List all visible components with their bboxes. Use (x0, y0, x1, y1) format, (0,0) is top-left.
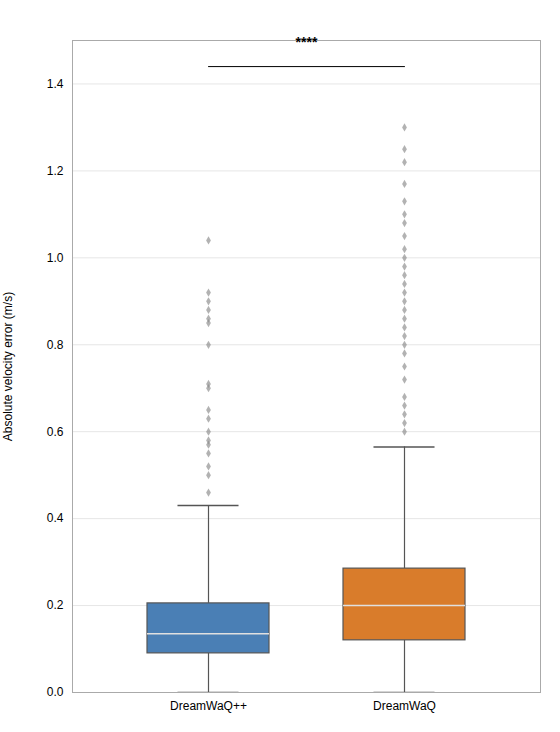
svg-text:1.2: 1.2 (47, 164, 64, 178)
svg-text:Absolute velocity error (m/s): Absolute velocity error (m/s) (1, 292, 15, 441)
svg-text:0.8: 0.8 (47, 338, 64, 352)
svg-text:1.0: 1.0 (47, 251, 64, 265)
svg-text:0.4: 0.4 (47, 511, 64, 525)
svg-text:DreamWaQ: DreamWaQ (373, 699, 436, 713)
svg-text:****: **** (296, 34, 318, 50)
svg-text:0.6: 0.6 (47, 425, 64, 439)
svg-text:0.2: 0.2 (47, 598, 64, 612)
svg-text:0.0: 0.0 (47, 685, 64, 699)
svg-text:DreamWaQ++: DreamWaQ++ (170, 699, 247, 713)
svg-text:1.4: 1.4 (47, 77, 64, 91)
